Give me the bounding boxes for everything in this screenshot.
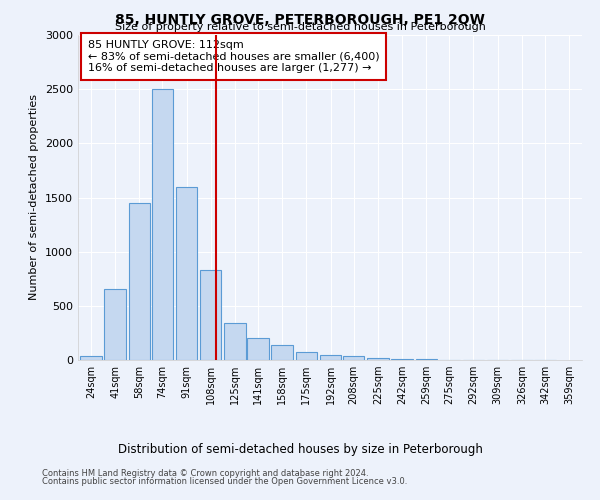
Bar [320, 354, 341, 360]
Text: Contains public sector information licensed under the Open Government Licence v3: Contains public sector information licen… [42, 477, 407, 486]
Text: Distribution of semi-detached houses by size in Peterborough: Distribution of semi-detached houses by … [118, 442, 482, 456]
Bar [128, 203, 150, 360]
Text: Size of property relative to semi-detached houses in Peterborough: Size of property relative to semi-detach… [115, 22, 485, 32]
Y-axis label: Number of semi-detached properties: Number of semi-detached properties [29, 94, 40, 300]
Text: 85, HUNTLY GROVE, PETERBOROUGH, PE1 2QW: 85, HUNTLY GROVE, PETERBOROUGH, PE1 2QW [115, 12, 485, 26]
Bar [296, 352, 317, 360]
Bar [224, 323, 246, 360]
Text: 85 HUNTLY GROVE: 112sqm
← 83% of semi-detached houses are smaller (6,400)
16% of: 85 HUNTLY GROVE: 112sqm ← 83% of semi-de… [88, 40, 380, 73]
Bar [391, 359, 413, 360]
Bar [200, 270, 221, 360]
Bar [104, 288, 126, 360]
Bar [80, 356, 101, 360]
Bar [247, 338, 269, 360]
Bar [271, 345, 293, 360]
Bar [343, 356, 364, 360]
Bar [176, 186, 197, 360]
Text: Contains HM Land Registry data © Crown copyright and database right 2024.: Contains HM Land Registry data © Crown c… [42, 468, 368, 477]
Bar [152, 89, 173, 360]
Bar [367, 358, 389, 360]
